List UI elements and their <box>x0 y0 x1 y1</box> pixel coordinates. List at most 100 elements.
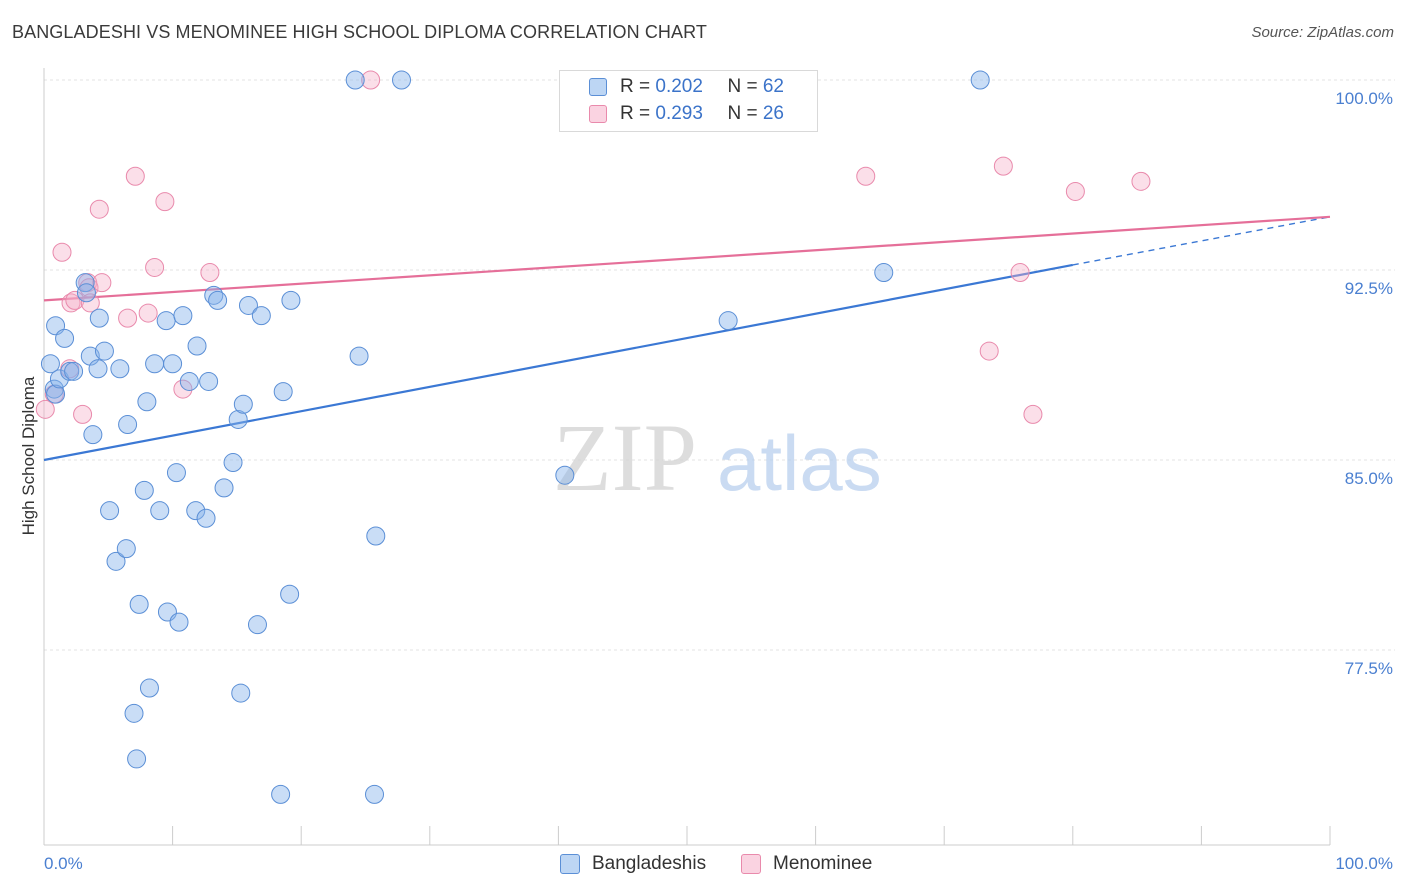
bangladeshi-point <box>110 359 130 379</box>
bangladeshi-point <box>75 273 95 293</box>
watermark-atlas: atlas <box>717 419 882 507</box>
bangladeshi-point <box>40 354 60 374</box>
bangladeshi-point <box>199 371 219 391</box>
legend-swatch-blue <box>589 78 607 96</box>
bottom-legend-swatch-blue <box>560 854 580 874</box>
bangladeshi-point <box>156 311 176 331</box>
bangladeshi-point <box>214 478 234 498</box>
menominee-point <box>145 257 165 277</box>
legend-n-value: 26 <box>762 103 784 124</box>
bottom-legend-label-blue: Bangladeshis <box>592 853 707 874</box>
chart-title: BANGLADESHI VS MENOMINEE HIGH SCHOOL DIP… <box>12 22 707 42</box>
legend-stats-pink: R = 0.293 N = 26 <box>620 101 784 127</box>
legend-r-value: 0.202 <box>655 76 703 97</box>
legend-stats-blue: R = 0.202 N = 62 <box>620 74 784 100</box>
menominee-point <box>200 263 220 283</box>
bangladeshi-point <box>238 295 258 315</box>
bangladeshi-point <box>83 425 103 445</box>
menominee-point <box>80 293 100 313</box>
menominee-point <box>92 273 112 293</box>
menominee-point <box>1065 181 1085 201</box>
menominee-point <box>89 199 109 219</box>
menominee-point <box>125 166 145 186</box>
y-tick-label: 77.5% <box>1345 659 1393 678</box>
bangladeshi-point <box>247 615 267 635</box>
legend-n-value: 62 <box>762 76 784 97</box>
menominee-point <box>1010 263 1030 283</box>
bangladeshi-point <box>55 328 75 348</box>
bangladeshi-point <box>273 382 293 402</box>
bangladeshi-point <box>392 70 412 90</box>
bangladeshi-trendline <box>43 263 1074 462</box>
bangladeshi-point <box>345 70 365 90</box>
bangladeshi-point <box>186 501 206 521</box>
bangladeshi-point <box>145 354 165 374</box>
bangladeshi-point <box>76 283 96 303</box>
menominee-point <box>118 308 138 328</box>
bangladeshi-point <box>251 306 271 326</box>
bangladeshi-point <box>137 392 157 412</box>
y-tick-label: 100.0% <box>1335 89 1393 108</box>
menominee-point <box>173 379 193 399</box>
menominee-point <box>1023 404 1043 424</box>
watermark-zip: ZIP <box>553 404 697 511</box>
legend-n-label: N = <box>727 76 763 97</box>
bangladeshi-point <box>94 341 114 361</box>
bottom-legend-swatch-pink <box>741 854 761 874</box>
bangladeshi-point <box>166 463 186 483</box>
bangladeshi-point <box>196 508 216 528</box>
bangladeshi-point <box>204 285 224 305</box>
grid-layer <box>44 79 1395 651</box>
bangladeshi-point <box>64 361 84 381</box>
menominee-point <box>979 341 999 361</box>
menominee-point <box>993 156 1013 176</box>
y-tick-label: 92.5% <box>1345 279 1393 298</box>
menominee-point <box>1131 171 1151 191</box>
bangladeshi-point <box>106 551 126 571</box>
bottom-legend-label-pink: Menominee <box>773 853 873 874</box>
bottom-legend-bangladeshis: Bangladeshis <box>560 851 720 877</box>
legend-swatch-pink <box>589 105 607 123</box>
watermark: ZIP atlas <box>553 404 882 511</box>
bangladeshi-point <box>46 384 66 404</box>
menominee-point <box>52 242 72 262</box>
menominee-point <box>65 290 85 310</box>
bangladeshi-point <box>223 453 243 473</box>
menominee-point <box>361 70 381 90</box>
x-tick-label-min: 0.0% <box>44 854 83 873</box>
menominee-trendline <box>43 215 1331 302</box>
bangladeshi-point <box>233 394 253 414</box>
bangladeshi-point <box>718 311 738 331</box>
bottom-legend-menominee: Menominee <box>741 851 891 877</box>
menominee-point <box>155 192 175 212</box>
legend-row-menominee: R = 0.293 N = 26 <box>560 101 817 127</box>
legend-r-value: 0.293 <box>655 103 703 124</box>
bangladeshi-point <box>124 703 144 723</box>
y-tick-label: 85.0% <box>1345 469 1393 488</box>
bangladeshi-point <box>555 465 575 485</box>
bangladeshi-point <box>366 526 386 546</box>
bangladeshi-point <box>116 539 136 559</box>
bangladeshi-point <box>208 290 228 310</box>
bangladeshi-point <box>127 749 147 769</box>
bangladeshi-point <box>228 409 248 429</box>
bangladeshi-point <box>173 306 193 326</box>
x-tick-label-max: 100.0% <box>1335 854 1393 873</box>
legend-row-bangladeshis: R = 0.202 N = 62 <box>560 74 817 100</box>
bangladeshi-point <box>281 290 301 310</box>
bangladeshi-point <box>88 359 108 379</box>
menominee-point <box>73 404 93 424</box>
menominee-point <box>35 399 55 419</box>
bangladeshi-point <box>139 678 159 698</box>
menominee-point <box>79 278 99 298</box>
bangladeshi-point <box>280 584 300 604</box>
legend-n-label: N = <box>727 103 763 124</box>
trend-layer <box>43 215 1331 462</box>
bangladeshi-point <box>134 480 154 500</box>
bangladeshi-point <box>349 346 369 366</box>
ticks-layer: 77.5% 85.0% 92.5% 100.0% 0.0% 100.0% <box>43 89 1393 873</box>
bangladeshi-point <box>163 354 183 374</box>
bangladeshi-point <box>118 415 138 435</box>
bangladeshi-point <box>970 70 990 90</box>
